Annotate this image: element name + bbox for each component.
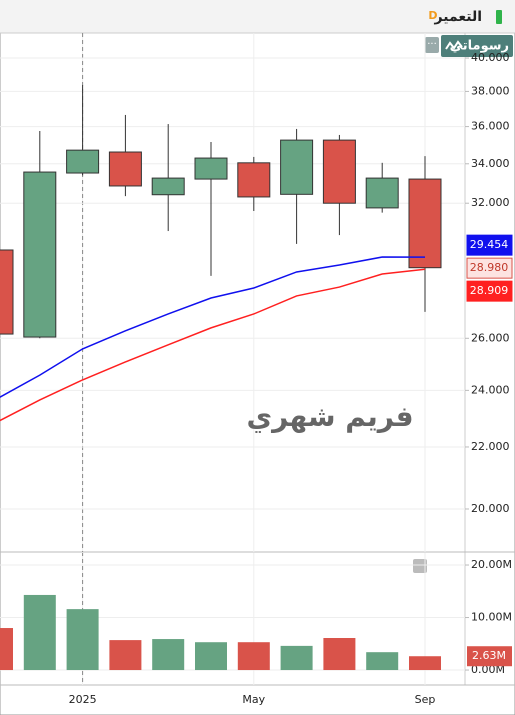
volume-bar bbox=[323, 638, 356, 671]
volume-bar bbox=[237, 642, 270, 671]
x-tick-label: May bbox=[242, 693, 265, 706]
interval[interactable]: D bbox=[428, 9, 437, 22]
x-tick-label: Sep bbox=[415, 693, 436, 706]
volume-bar bbox=[66, 609, 99, 671]
y-tick-label: 38.000 bbox=[471, 84, 510, 97]
last-volume-label: 2.63M bbox=[472, 649, 506, 662]
y-tick-label: 34.000 bbox=[471, 157, 510, 170]
axes: 2025 May Sep 20.000 22.000 24.000 26.000 32.000… bbox=[69, 51, 513, 706]
logo-icon bbox=[445, 40, 463, 50]
last-value-label: 29.454 bbox=[470, 238, 509, 251]
candle-body bbox=[0, 249, 14, 335]
volume-pane bbox=[0, 553, 465, 685]
volume-bar bbox=[195, 642, 227, 671]
y-tick-label: 26.000 bbox=[471, 331, 510, 344]
volume-bar bbox=[366, 652, 399, 671]
y-tick-label: 24.000 bbox=[471, 383, 510, 396]
price-pane bbox=[0, 33, 465, 552]
y-tick-label: 10.00M bbox=[471, 611, 512, 624]
status-icon bbox=[496, 10, 502, 24]
last-volume-tag bbox=[467, 646, 512, 667]
volume-bar bbox=[23, 594, 56, 671]
last-value-label: 28.980 bbox=[470, 261, 509, 274]
volume-bar bbox=[409, 656, 441, 671]
symbol: التعمير bbox=[434, 9, 482, 25]
y-tick-label: 36.000 bbox=[471, 120, 510, 133]
candle-body bbox=[66, 149, 100, 174]
pane-button[interactable] bbox=[413, 559, 427, 573]
x-tick-label: 2025 bbox=[69, 693, 97, 706]
ma-line bbox=[0, 268, 426, 422]
last-value-tag bbox=[466, 257, 513, 279]
candle-body bbox=[408, 178, 442, 269]
y-tick-label: 22.000 bbox=[471, 440, 510, 453]
y-tick-label: 20.00M bbox=[471, 558, 512, 571]
candle-body bbox=[365, 177, 399, 209]
y-tick-label: 32.000 bbox=[471, 196, 510, 209]
header-bar bbox=[0, 0, 515, 33]
candle-body bbox=[23, 171, 57, 338]
candle-body bbox=[108, 151, 142, 187]
logo-box bbox=[441, 35, 513, 57]
more-button[interactable] bbox=[425, 37, 439, 53]
volume-bar bbox=[0, 628, 13, 671]
candle-body bbox=[280, 139, 314, 195]
volume-bar bbox=[109, 640, 142, 671]
candle-body bbox=[237, 162, 271, 198]
y-tick-label: 40.000 bbox=[471, 51, 510, 64]
y-tick-label: 0.00M bbox=[471, 663, 505, 676]
candle-body bbox=[322, 139, 356, 204]
last-value-tag bbox=[466, 280, 513, 302]
candle-body bbox=[194, 157, 228, 180]
more-dots: ··· bbox=[427, 39, 437, 50]
logo-text: رسوماتي bbox=[450, 39, 509, 54]
y-tick-label: 20.000 bbox=[471, 502, 510, 515]
candle-body bbox=[151, 177, 185, 196]
ma-line bbox=[0, 256, 426, 399]
last-value-tag bbox=[466, 234, 513, 256]
volume-bar bbox=[152, 639, 185, 671]
volume-bar bbox=[280, 645, 313, 671]
last-value-label: 28.909 bbox=[470, 284, 509, 297]
annotation: فريم شهري bbox=[246, 400, 413, 433]
